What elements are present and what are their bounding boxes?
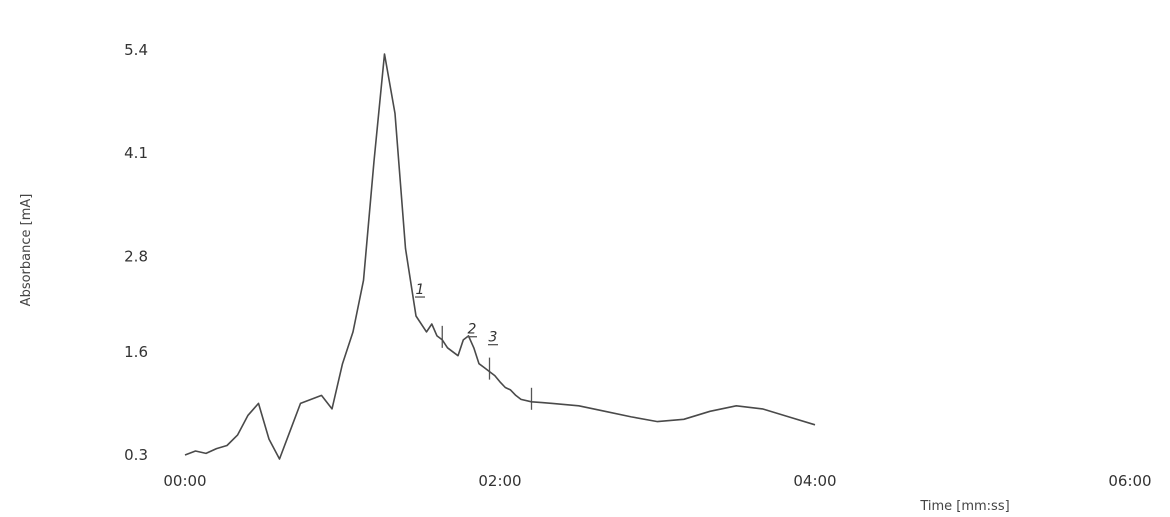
x-tick-label: 06:00 — [1108, 472, 1151, 490]
peak-boundary-markers — [441, 325, 533, 410]
peak-labels: 1 2 3 — [415, 282, 498, 346]
x-tick-label: 00:00 — [163, 472, 206, 490]
x-tick-label: 02:00 — [478, 472, 521, 490]
y-tick-label: 5.4 — [124, 41, 148, 59]
peak-label: 2 — [468, 322, 477, 338]
y-axis-ticks: 0.3 1.6 2.8 4.1 5.4 — [124, 41, 148, 464]
peak-label: 3 — [489, 330, 498, 346]
y-tick-label: 1.6 — [124, 343, 148, 361]
y-tick-label: 2.8 — [124, 247, 148, 265]
x-axis-ticks: 00:00 02:00 04:00 06:00 — [163, 472, 1151, 490]
x-axis-label: Time [mm:ss] — [919, 499, 1009, 514]
absorbance-trace — [184, 53, 816, 460]
y-tick-label: 4.1 — [124, 144, 148, 162]
peak-label: 1 — [416, 282, 425, 298]
x-tick-label: 04:00 — [793, 472, 836, 490]
y-axis-label: Absorbance [mA] — [19, 194, 34, 307]
y-tick-label: 0.3 — [124, 446, 148, 464]
